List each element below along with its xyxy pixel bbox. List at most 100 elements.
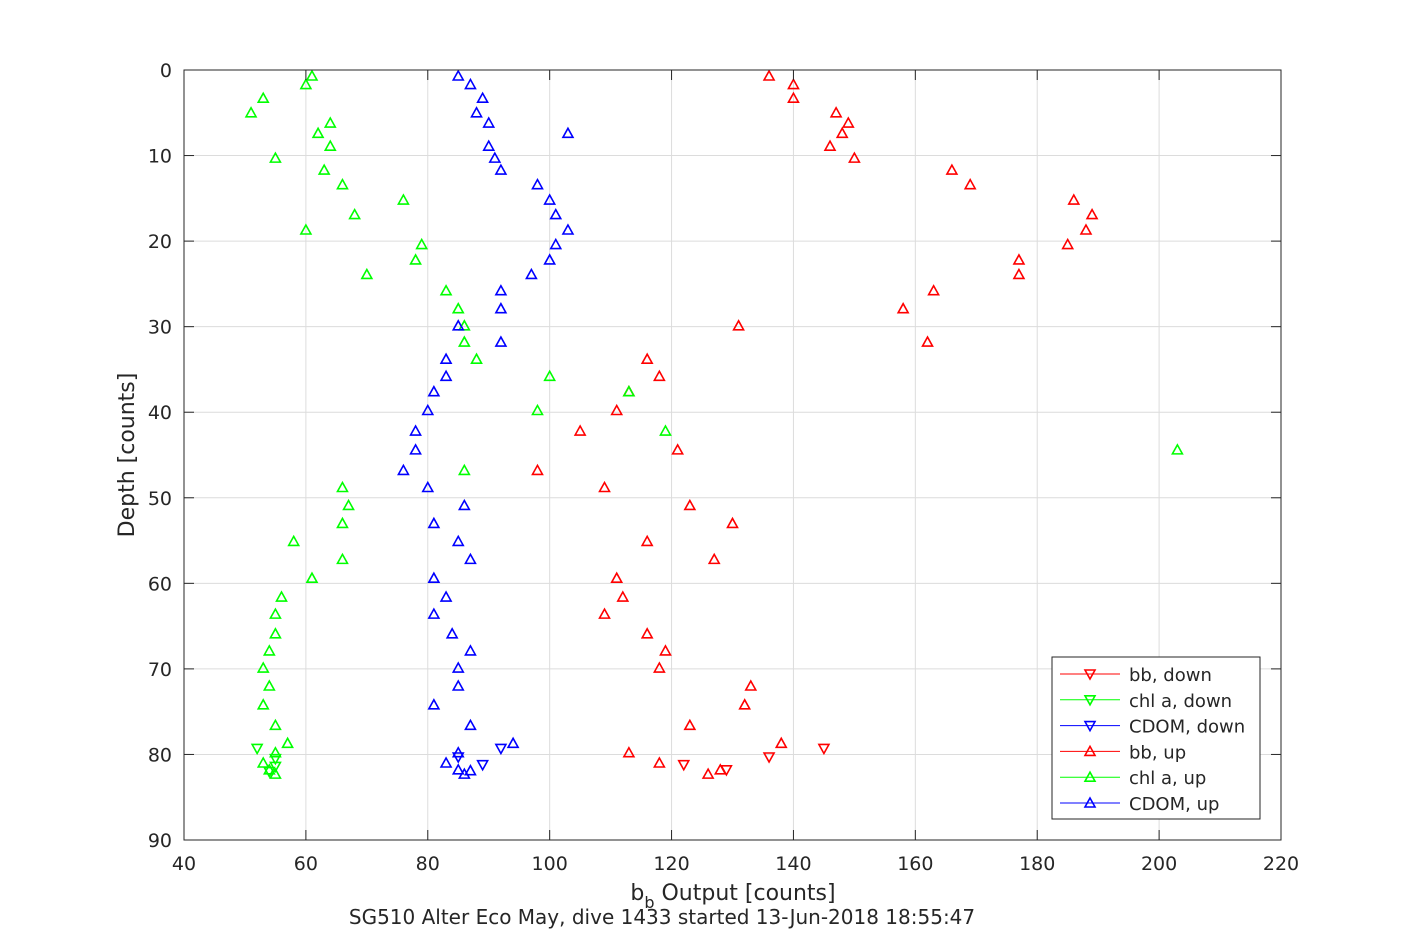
data-point [610, 571, 624, 583]
data-point [610, 403, 624, 416]
data-point [561, 126, 575, 139]
data-point [451, 679, 465, 691]
y-tick-labels: 0 10 20 30 40 50 60 70 80 90 [148, 60, 172, 852]
data-point [543, 369, 557, 382]
data-point [470, 352, 483, 364]
data-markers [244, 69, 1184, 779]
data-point [464, 552, 477, 565]
data-point [927, 284, 940, 296]
data-point [457, 498, 471, 511]
data-point [269, 718, 282, 731]
data-point [829, 106, 843, 118]
axes-box [183, 69, 1282, 841]
data-point [713, 763, 727, 775]
series-4 [244, 69, 1184, 779]
data-point [439, 590, 453, 602]
data-point [677, 759, 691, 772]
legend-label: CDOM, down [1129, 717, 1245, 738]
data-point [1067, 193, 1081, 205]
x-tick-label: 140 [775, 853, 811, 875]
data-point [409, 443, 422, 455]
data-point [726, 516, 739, 529]
data-point [451, 319, 465, 331]
data-point [421, 403, 435, 416]
data-point [701, 767, 715, 779]
y-axis-title: Depth [counts] [115, 373, 140, 538]
data-point [360, 267, 374, 280]
data-point [336, 177, 349, 190]
data-point [439, 369, 453, 382]
data-point [256, 661, 270, 673]
y-tick-label: 90 [148, 830, 172, 852]
data-point [457, 319, 471, 331]
x-tick-labels: 40 60 80 100 120 140 160 180 200 220 [172, 853, 1299, 875]
x-tick-label: 60 [294, 853, 318, 875]
data-point [336, 552, 349, 565]
data-point [311, 126, 325, 139]
data-point [835, 126, 849, 139]
data-point [275, 590, 288, 602]
x-axis-title: bb Output [counts] [630, 881, 835, 912]
data-point [262, 679, 276, 691]
data-point [451, 746, 465, 758]
x-tick-label: 80 [416, 853, 440, 875]
legend: bb, down chl a, down CDOM, down bb, up chl a… [1051, 656, 1261, 820]
data-point [653, 661, 666, 673]
data-point [482, 139, 496, 151]
data-point [494, 743, 508, 756]
data-point [445, 627, 459, 639]
data-point [506, 736, 520, 749]
data-point [421, 480, 435, 493]
data-point [659, 644, 672, 656]
series-3 [531, 69, 1099, 779]
data-point [439, 756, 453, 768]
data-point [336, 480, 349, 493]
data-point [622, 746, 636, 758]
data-point [561, 223, 575, 235]
data-point [1012, 253, 1026, 265]
data-point [598, 607, 611, 619]
data-point [573, 424, 587, 436]
y-tick-label: 40 [148, 402, 172, 424]
y-tick-label: 70 [148, 659, 172, 681]
data-point [451, 763, 465, 775]
data-point [659, 424, 672, 436]
data-point [525, 267, 538, 280]
data-point [281, 736, 294, 749]
data-point [494, 163, 508, 175]
data-point [817, 743, 831, 756]
data-point [269, 627, 282, 639]
data-point [451, 302, 465, 314]
data-point [640, 627, 654, 639]
data-point [732, 319, 745, 331]
data-point [269, 767, 282, 779]
data-point [323, 116, 337, 128]
data-point [622, 385, 636, 397]
data-point [464, 77, 477, 90]
x-tick-label: 120 [653, 853, 689, 875]
legend-label: bb, down [1129, 665, 1212, 686]
data-point [470, 106, 483, 118]
data-point [494, 335, 508, 347]
data-point [287, 534, 301, 547]
data-point [1012, 267, 1026, 280]
legend-label: CDOM, up [1129, 794, 1219, 815]
data-point [427, 385, 441, 397]
data-point [549, 237, 563, 250]
x-tick-label: 40 [172, 853, 196, 875]
data-point [439, 284, 453, 296]
series-0 [677, 743, 831, 777]
data-point [1079, 223, 1093, 235]
legend-marker [1083, 695, 1097, 707]
data-point [616, 590, 630, 602]
legend-marker [1083, 720, 1097, 733]
y-tick-label: 20 [148, 231, 172, 253]
data-point [305, 571, 319, 583]
y-tick-label: 30 [148, 317, 172, 339]
data-point [427, 571, 441, 583]
data-point [256, 698, 270, 710]
data-point [409, 424, 422, 436]
data-point [299, 223, 313, 235]
y-tick-label: 10 [148, 146, 172, 168]
